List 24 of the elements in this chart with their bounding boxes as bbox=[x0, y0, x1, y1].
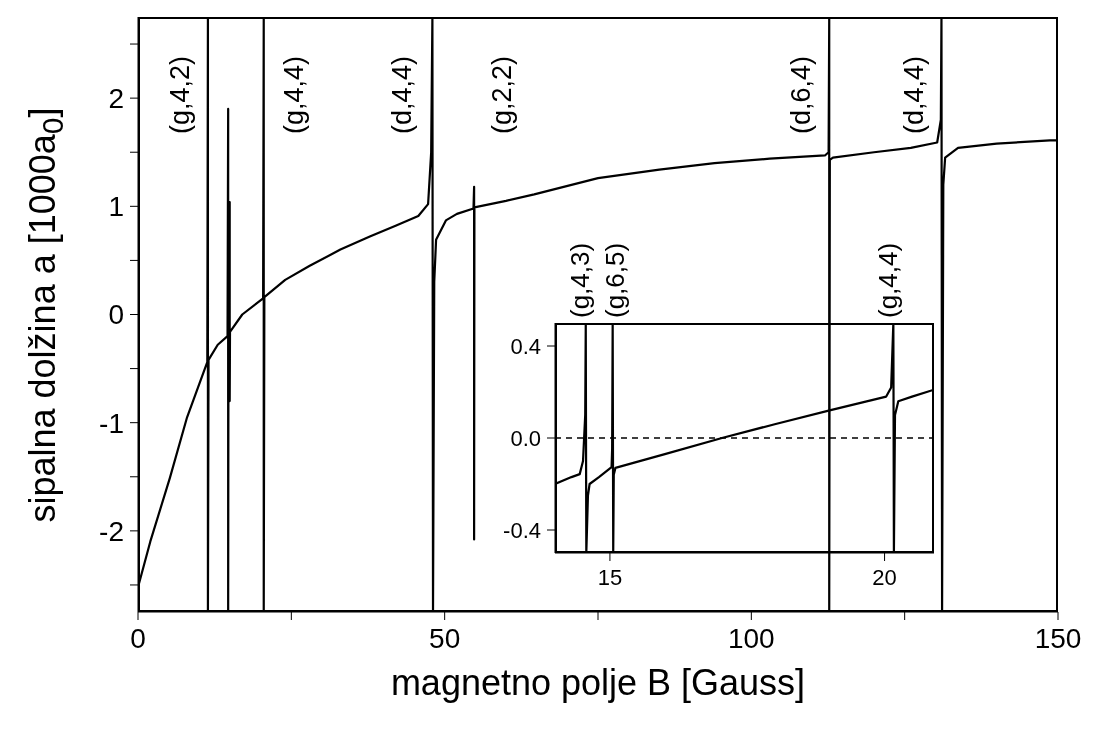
annotation: (g,4,3) bbox=[565, 242, 595, 318]
x-tick-label: 50 bbox=[429, 622, 461, 654]
annotation: (d,4,4) bbox=[386, 55, 417, 134]
x-tick-label: 0 bbox=[130, 622, 146, 654]
annotation: (g,4,4) bbox=[873, 242, 904, 318]
y-tick-label: 0.0 bbox=[510, 425, 541, 451]
y-tick-label: 1 bbox=[108, 191, 124, 223]
y-tick-label: -0.4 bbox=[503, 517, 541, 543]
y-tick-label: -2 bbox=[99, 515, 124, 547]
annotation: (g,4,2) bbox=[164, 55, 195, 134]
x-tick-label: 100 bbox=[727, 622, 775, 654]
x-tick-label: 20 bbox=[872, 564, 897, 590]
y-tick-label: 0 bbox=[108, 299, 124, 331]
annotation: (g,6,5) bbox=[599, 242, 630, 318]
x-tick-label: 150 bbox=[1034, 622, 1082, 654]
y-tick-label: -1 bbox=[99, 407, 124, 439]
annotation: (d,6,4) bbox=[785, 55, 816, 134]
y-tick-label: 2 bbox=[108, 83, 124, 115]
annotation: (d,4,4) bbox=[898, 55, 929, 134]
annotation: (g,2,2) bbox=[486, 55, 517, 134]
annotation: (g,4,4) bbox=[278, 55, 309, 134]
x-axis-title: magnetno polje B [Gauss] bbox=[389, 662, 807, 704]
y-tick-label: 0.4 bbox=[510, 333, 541, 359]
x-tick-label: 15 bbox=[597, 564, 623, 590]
